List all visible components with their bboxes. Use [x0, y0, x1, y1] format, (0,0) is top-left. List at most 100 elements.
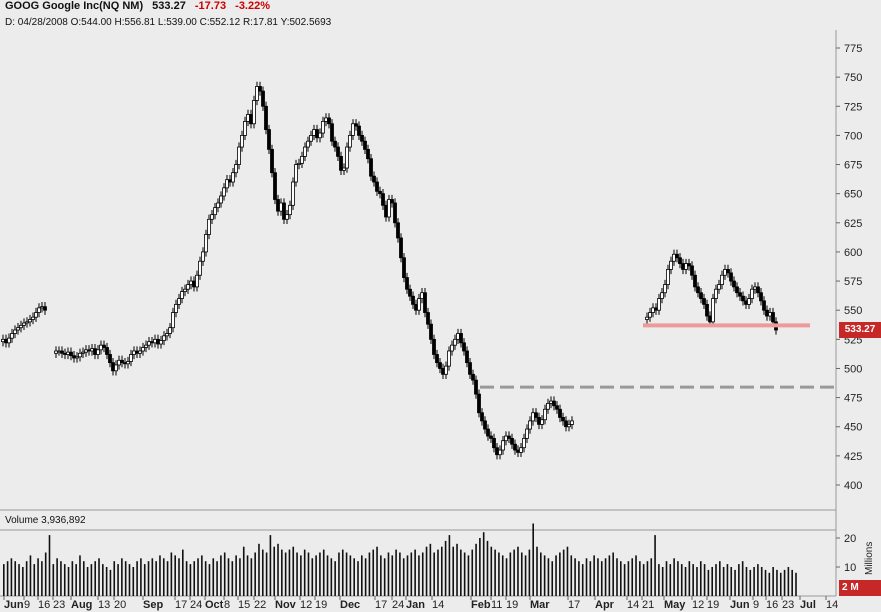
- volume-bar: [440, 546, 443, 596]
- candle: [246, 114, 250, 122]
- volume-bar: [18, 564, 20, 596]
- volume-bar: [250, 558, 253, 596]
- candle: [165, 333, 169, 337]
- x-tick-label: 23: [53, 599, 65, 611]
- candle: [270, 148, 274, 174]
- candle: [378, 190, 382, 195]
- candle: [69, 351, 73, 357]
- candle: [435, 354, 439, 364]
- volume-bar: [330, 558, 333, 596]
- x-tick-label: Apr: [595, 599, 615, 611]
- last-price-tag: 533.27: [839, 322, 881, 338]
- volume-bar: [117, 564, 119, 596]
- volume-bar: [296, 552, 298, 596]
- volume-bar: [231, 561, 234, 596]
- volume-bar: [185, 561, 188, 596]
- candle: [162, 335, 166, 341]
- candle: [735, 286, 739, 294]
- candle: [492, 437, 496, 449]
- candle: [231, 172, 235, 183]
- x-tick-label: 9: [24, 599, 30, 611]
- x-tick-label: 12: [300, 599, 312, 611]
- volume-bar: [498, 552, 500, 596]
- x-tick-label: 24: [190, 599, 202, 611]
- volume-bar: [505, 558, 508, 596]
- candle: [249, 114, 253, 125]
- volume-bar: [151, 558, 154, 596]
- volume-bar: [547, 558, 550, 596]
- candle: [738, 292, 742, 297]
- candle: [285, 214, 289, 220]
- volume-bar: [757, 564, 759, 596]
- candle: [711, 298, 715, 323]
- candle: [681, 263, 685, 270]
- candle: [729, 272, 733, 282]
- volume-bar: [182, 549, 184, 596]
- candle: [141, 347, 145, 352]
- candle: [207, 218, 211, 235]
- candle: [195, 274, 199, 288]
- candle: [19, 324, 23, 329]
- candle: [120, 359, 124, 364]
- candle: [267, 129, 271, 150]
- x-tick-label: Mar: [530, 599, 550, 611]
- volume-bar: [102, 564, 104, 596]
- candle: [16, 327, 20, 331]
- candle: [393, 202, 397, 224]
- volume-axis: 20 10 Millions: [836, 533, 875, 575]
- candle: [126, 361, 130, 365]
- x-tick-label: 14: [627, 599, 639, 611]
- volume-bar: [753, 567, 755, 596]
- volume-bar: [597, 558, 599, 596]
- y-tick-label: 625: [844, 218, 862, 230]
- candle: [714, 288, 718, 299]
- volume-bar: [261, 549, 264, 596]
- volume-bar: [677, 561, 679, 596]
- candle: [387, 199, 391, 218]
- volume-bar: [223, 552, 226, 596]
- candle: [411, 295, 415, 305]
- volume-bar: [684, 567, 687, 596]
- candle: [309, 134, 313, 142]
- candle: [63, 352, 67, 355]
- volume-bar: [509, 552, 512, 596]
- x-tick-label: Dec: [340, 599, 360, 611]
- x-tick-label: Oct: [205, 599, 224, 611]
- x-tick-label: 16: [38, 599, 50, 611]
- volume-bar: [791, 569, 793, 596]
- candle: [708, 315, 712, 323]
- candle: [28, 319, 32, 323]
- y-tick-label: 700: [844, 130, 862, 142]
- volume-bar: [623, 564, 626, 596]
- volume-bar: [741, 561, 744, 596]
- candle: [174, 303, 178, 313]
- volume-bar: [269, 535, 272, 596]
- candle: [501, 440, 505, 451]
- x-tick-label: 11: [491, 599, 502, 611]
- date-axis: Jun 9 16 23 Aug 13 20 Sep 17 24 Oct 8 15 22 Nov 12 19 Dec…: [3, 596, 838, 611]
- candle: [102, 344, 106, 348]
- candle: [525, 428, 529, 439]
- last-price: 533.27: [152, 0, 186, 12]
- volume-bar: [490, 546, 493, 596]
- candle: [477, 393, 481, 414]
- candle: [666, 269, 670, 285]
- candle: [72, 355, 76, 359]
- candle: [216, 202, 220, 209]
- volume-bar: [258, 543, 260, 596]
- candle: [354, 123, 358, 127]
- volume-bar: [421, 552, 424, 596]
- x-tick-label: 22: [254, 599, 266, 611]
- candle: [333, 140, 337, 148]
- candle: [498, 449, 502, 456]
- candle: [243, 121, 247, 136]
- candle: [732, 280, 736, 288]
- volume-bar: [159, 555, 161, 596]
- volume-bar: [680, 564, 683, 596]
- volume-bar: [170, 552, 173, 596]
- volume-bar: [334, 561, 336, 596]
- candle: [306, 140, 310, 148]
- volume-bar: [353, 558, 355, 596]
- candle: [645, 316, 649, 320]
- candle: [192, 280, 196, 288]
